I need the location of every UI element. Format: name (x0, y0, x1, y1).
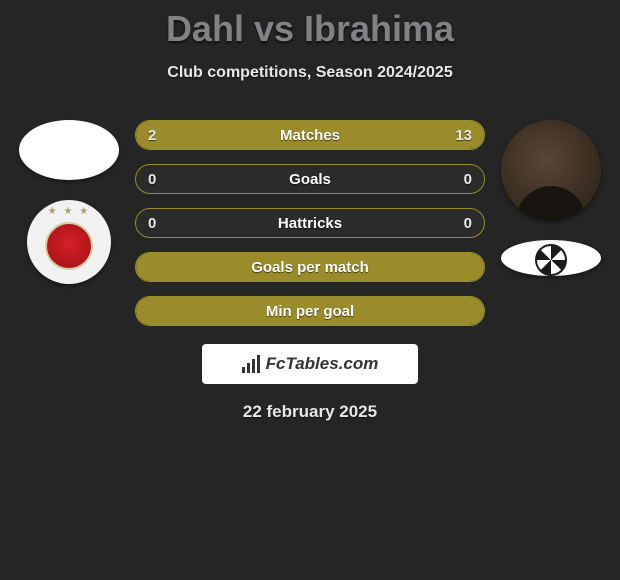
stat-label: Min per goal (266, 303, 354, 320)
bar-chart-icon (242, 355, 260, 373)
stat-value-left: 0 (148, 171, 156, 188)
stat-bar-goals-per-match: Goals per match (135, 252, 485, 282)
stat-label: Matches (280, 127, 340, 144)
club-badge-left (27, 200, 111, 284)
club-badge-right (501, 240, 601, 276)
stat-value-right: 13 (455, 127, 472, 144)
stat-bar-min-per-goal: Min per goal (135, 296, 485, 326)
page-subtitle: Club competitions, Season 2024/2025 (0, 64, 620, 82)
stat-bar-matches: 2 Matches 13 (135, 120, 485, 150)
stat-value-right: 0 (464, 171, 472, 188)
stat-label: Goals per match (251, 259, 369, 276)
player-avatar-left (19, 120, 119, 180)
stat-value-left: 2 (148, 127, 156, 144)
date-text: 22 february 2025 (0, 402, 620, 422)
main-row: 2 Matches 13 0 Goals 0 0 Hattricks 0 G (0, 120, 620, 326)
page-title: Dahl vs Ibrahima (0, 8, 620, 50)
left-column (19, 120, 119, 284)
brand-box[interactable]: FcTables.com (202, 344, 418, 384)
stat-label: Hattricks (278, 215, 342, 232)
right-column (501, 120, 601, 276)
stat-fill-left (136, 121, 181, 149)
stats-column: 2 Matches 13 0 Goals 0 0 Hattricks 0 G (135, 120, 485, 326)
stat-value-right: 0 (464, 215, 472, 232)
stat-value-left: 0 (148, 215, 156, 232)
comparison-card: Dahl vs Ibrahima Club competitions, Seas… (0, 0, 620, 422)
stat-bar-goals: 0 Goals 0 (135, 164, 485, 194)
brand-text: FcTables.com (266, 354, 379, 374)
player-avatar-right (501, 120, 601, 220)
stat-label: Goals (289, 171, 331, 188)
stat-bar-hattricks: 0 Hattricks 0 (135, 208, 485, 238)
